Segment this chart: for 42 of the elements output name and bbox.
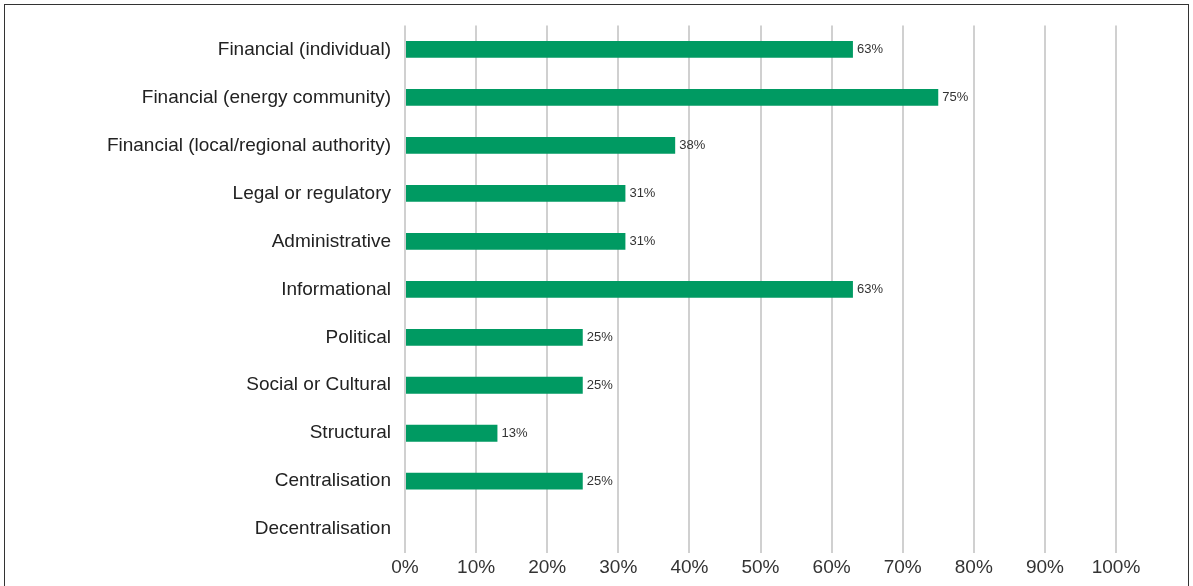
data-label: 31%	[629, 232, 656, 248]
y-tick-label: Administrative	[271, 229, 391, 251]
bar	[406, 136, 676, 154]
bar	[406, 232, 626, 250]
data-label: 38%	[679, 136, 706, 152]
x-tick-label: 0%	[391, 555, 419, 577]
bar	[406, 376, 583, 394]
data-label: 13%	[501, 424, 528, 440]
data-label: 63%	[856, 280, 884, 296]
bar	[406, 88, 939, 106]
x-tick-label: 90%	[1025, 555, 1065, 577]
bar	[406, 472, 583, 490]
y-tick-label: Financial (energy community)	[141, 85, 391, 107]
y-tick-label: Legal or regulatory	[232, 181, 392, 203]
y-tick-label: Financial (individual)	[217, 37, 391, 59]
bar	[406, 184, 626, 202]
y-tick-label: Centralisation	[274, 469, 391, 491]
x-tick-label: 30%	[599, 555, 638, 577]
x-tick-label: 80%	[954, 555, 993, 577]
bar	[406, 424, 498, 442]
bar	[406, 280, 853, 298]
x-tick-label: 20%	[528, 555, 567, 577]
y-tick-label: Decentralisation	[254, 517, 391, 539]
data-label: 25%	[586, 472, 614, 488]
data-label: 31%	[629, 184, 656, 200]
bar	[406, 40, 853, 58]
data-label: 25%	[586, 376, 614, 392]
y-tick-label: Financial (local/regional authority)	[106, 133, 391, 155]
bar	[406, 328, 583, 346]
data-label: 75%	[942, 88, 969, 104]
x-tick-label: 60%	[812, 555, 851, 577]
x-tick-label: 10%	[457, 555, 496, 577]
x-tick-label: 40%	[670, 555, 709, 577]
y-tick-label: Political	[325, 325, 391, 347]
y-tick-label: Informational	[281, 277, 391, 299]
x-tick-label: 100%	[1091, 555, 1141, 577]
x-tick-label: 50%	[741, 555, 780, 577]
y-tick-label: Social or Cultural	[246, 373, 391, 395]
data-label: 63%	[856, 40, 884, 56]
x-tick-label: 70%	[883, 555, 922, 577]
data-label: 25%	[586, 328, 614, 344]
y-tick-label: Structural	[309, 421, 391, 443]
